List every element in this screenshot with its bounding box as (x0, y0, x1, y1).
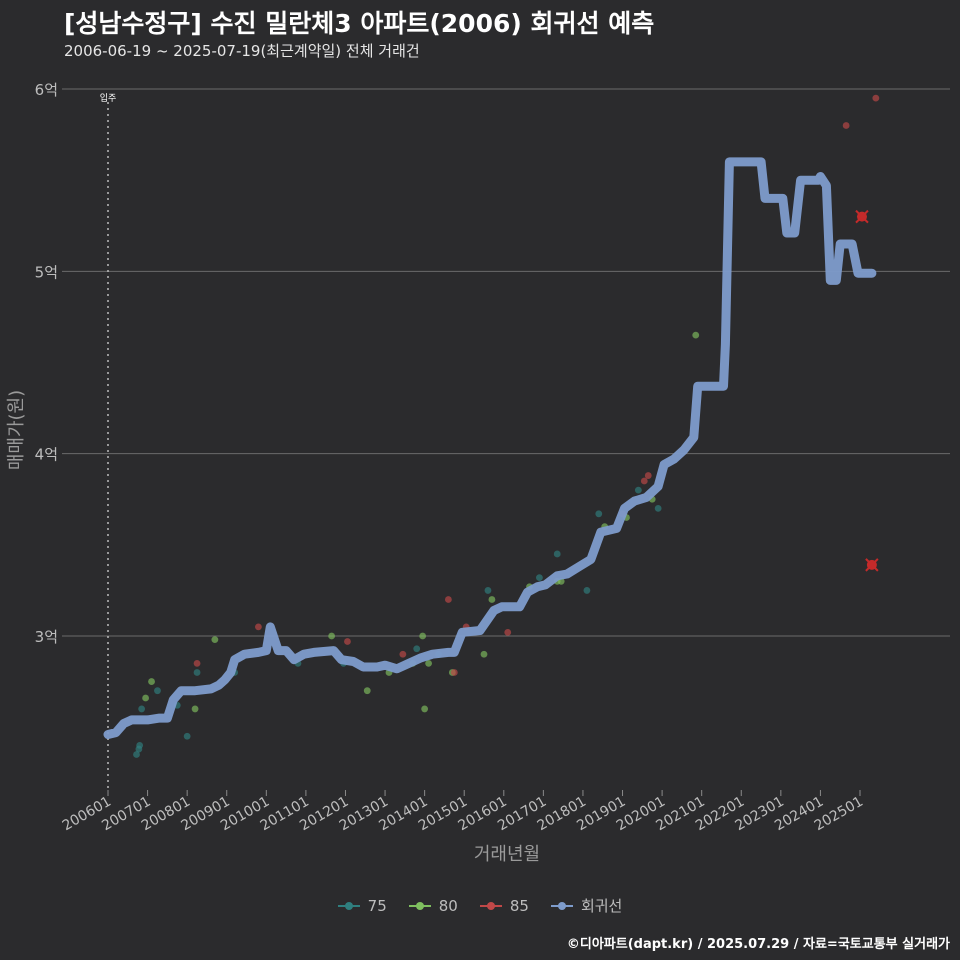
legend-item: 75 (337, 895, 387, 916)
highlight-layer (855, 209, 879, 572)
annotation-layer: 입주 (100, 92, 117, 790)
move-in-label: 입주 (100, 92, 117, 104)
data-point (133, 751, 140, 758)
legend-item: 회귀선 (550, 895, 623, 916)
data-point (136, 742, 144, 749)
data-point (640, 477, 648, 485)
legend-label: 75 (367, 896, 387, 915)
data-point (344, 638, 351, 645)
legend-key-icon (337, 899, 360, 913)
data-point (328, 632, 336, 640)
highlight-x-mark (865, 558, 879, 572)
data-point (595, 510, 603, 518)
data-point (399, 650, 407, 658)
highlight-x-mark (855, 209, 869, 224)
data-point (142, 694, 150, 702)
data-point (480, 650, 488, 658)
grid-layer (62, 88, 950, 637)
data-point (444, 596, 452, 603)
legend-label: 80 (438, 896, 458, 915)
data-point (363, 687, 371, 695)
data-point (504, 628, 512, 636)
data-point (419, 632, 427, 640)
x-axis-label: 거래년월 (474, 844, 540, 865)
legend-label: 회귀선 (580, 897, 623, 915)
regression-line (103, 157, 877, 739)
legend-label: 85 (509, 896, 529, 915)
y-tick-label: 4억 (35, 446, 58, 464)
chart-title: [성남수정구] 수진 밀란체3 아파트(2006) 회귀선 예측 (64, 9, 655, 38)
data-point (148, 678, 155, 685)
legend-item: 80 (408, 895, 458, 916)
data-point (553, 550, 561, 558)
data-point (413, 645, 421, 653)
data-point (484, 587, 492, 594)
data-point (138, 705, 146, 713)
data-point (193, 669, 201, 676)
y-axis-label: 매매가(원) (6, 390, 27, 470)
y-tick-label: 6억 (35, 81, 58, 99)
chart-subtitle: 2006-06-19 ~ 2025-07-19(최근계약일) 전체 거래건 (64, 42, 420, 60)
credit-text: ©디아파트(dapt.kr) / 2025.07.29 / 자료=국토교통부 실… (566, 937, 950, 952)
data-point (255, 623, 262, 631)
data-point (421, 705, 429, 713)
data-point (536, 574, 543, 582)
data-point (450, 669, 458, 676)
regression-line-layer (103, 157, 877, 739)
data-point (654, 504, 662, 512)
data-point (183, 732, 191, 740)
legend-key-icon (408, 899, 431, 913)
data-point (644, 472, 652, 479)
y-tick-label: 3억 (35, 628, 58, 646)
legend-key-icon (550, 899, 573, 913)
legend-item: 85 (479, 895, 529, 916)
data-point (191, 705, 199, 713)
data-point (425, 659, 432, 667)
data-point (842, 122, 850, 129)
legend: 75 80 85 회귀선 (0, 895, 960, 916)
data-point (583, 587, 591, 594)
data-point (211, 636, 219, 644)
data-point (634, 486, 642, 494)
data-point (692, 331, 700, 339)
data-point (193, 659, 201, 667)
y-tick-label: 5억 (35, 263, 58, 281)
data-point (154, 687, 161, 695)
data-point (488, 596, 496, 603)
data-point (872, 94, 880, 102)
legend-key-icon (479, 899, 502, 913)
